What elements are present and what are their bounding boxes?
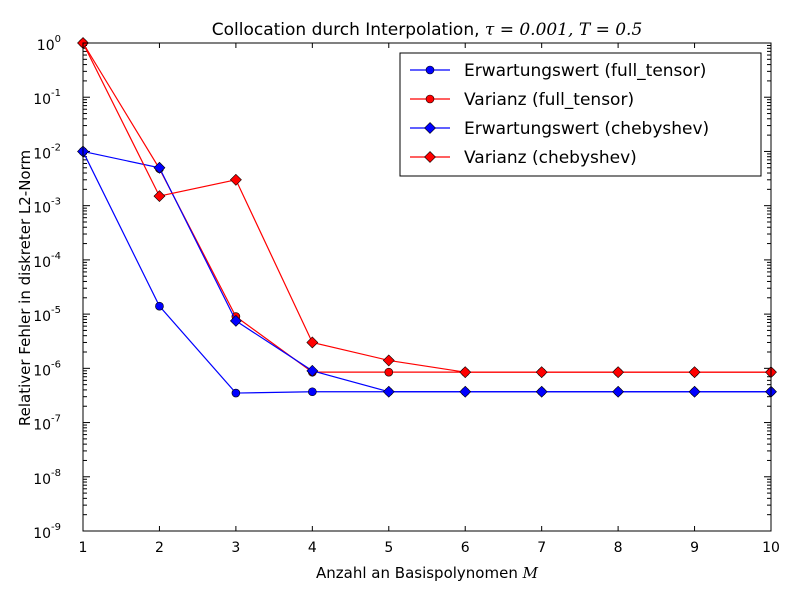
legend-marker-0 xyxy=(425,65,435,75)
data-point xyxy=(459,385,472,398)
y-tick-label: 10-9 xyxy=(33,522,61,542)
legend-label-0: Erwartungswert (full_tensor) xyxy=(464,61,706,81)
legend-label-3: Varianz (chebyshev) xyxy=(464,148,637,168)
x-tick-label: 1 xyxy=(79,540,88,556)
x-tick-label: 5 xyxy=(384,540,393,556)
y-tick-label: 100 xyxy=(37,34,61,54)
series-2 xyxy=(77,145,777,398)
y-tick-label: 10-6 xyxy=(33,359,61,379)
legend-box xyxy=(399,52,762,177)
chart-title: Collocation durch Interpolation, τ = 0.0… xyxy=(212,20,643,40)
data-point xyxy=(384,367,394,377)
y-tick-label: 10-5 xyxy=(33,305,61,325)
legend-marker-3 xyxy=(424,151,436,163)
legend-label-2: Erwartungswert (chebyshev) xyxy=(464,119,709,139)
data-point xyxy=(382,385,395,398)
legend-marker-1 xyxy=(425,94,435,104)
x-axis-label: Anzahl an Basispolynomen M xyxy=(316,564,539,582)
data-point xyxy=(612,366,625,379)
data-point xyxy=(535,385,548,398)
x-tick-label: 6 xyxy=(461,540,470,556)
series-line-3 xyxy=(82,42,771,373)
x-tick-label: 4 xyxy=(308,540,317,556)
x-tick-label: 10 xyxy=(762,540,780,556)
legend-label-1: Varianz (full_tensor) xyxy=(464,90,634,110)
x-tick-label: 9 xyxy=(690,540,699,556)
data-point xyxy=(231,388,241,398)
data-point xyxy=(612,385,625,398)
data-point xyxy=(229,173,242,186)
x-tick-label: 7 xyxy=(537,540,546,556)
y-tick-label: 10-7 xyxy=(33,414,61,434)
axis-ticks: 1 2 3 4 5 6 7 8 9 10 100 10-1 10-2 10-3 10-4 10-5 10-6 10… xyxy=(33,34,780,556)
legend-marker-2 xyxy=(424,122,436,134)
y-tick-label: 10-8 xyxy=(33,468,61,488)
series-line-2 xyxy=(82,150,771,393)
y-tick-label: 10-2 xyxy=(33,142,61,162)
y-tick-label: 10-4 xyxy=(33,251,61,271)
axes-frame xyxy=(82,42,772,532)
x-tick-label: 3 xyxy=(231,540,240,556)
data-point xyxy=(382,354,395,367)
legend: Erwartungswert (full_tensor) Varianz (ful… xyxy=(399,52,762,177)
x-tick-label: 8 xyxy=(614,540,623,556)
data-point xyxy=(306,364,319,377)
y-tick-label: 10-3 xyxy=(33,197,61,217)
data-point xyxy=(153,190,166,203)
data-point xyxy=(688,385,701,398)
plot-area xyxy=(77,37,777,398)
data-point xyxy=(308,387,317,397)
data-point xyxy=(535,366,548,379)
data-point xyxy=(306,336,319,349)
data-point xyxy=(153,161,166,174)
y-axis-label: Relativer Fehler in diskreter L2-Norm xyxy=(16,150,34,426)
x-tick-label: 2 xyxy=(155,540,164,556)
data-point xyxy=(688,366,701,379)
y-tick-label: 10-1 xyxy=(33,88,61,108)
data-point xyxy=(155,301,164,311)
data-point xyxy=(229,314,242,327)
data-point xyxy=(459,366,472,379)
